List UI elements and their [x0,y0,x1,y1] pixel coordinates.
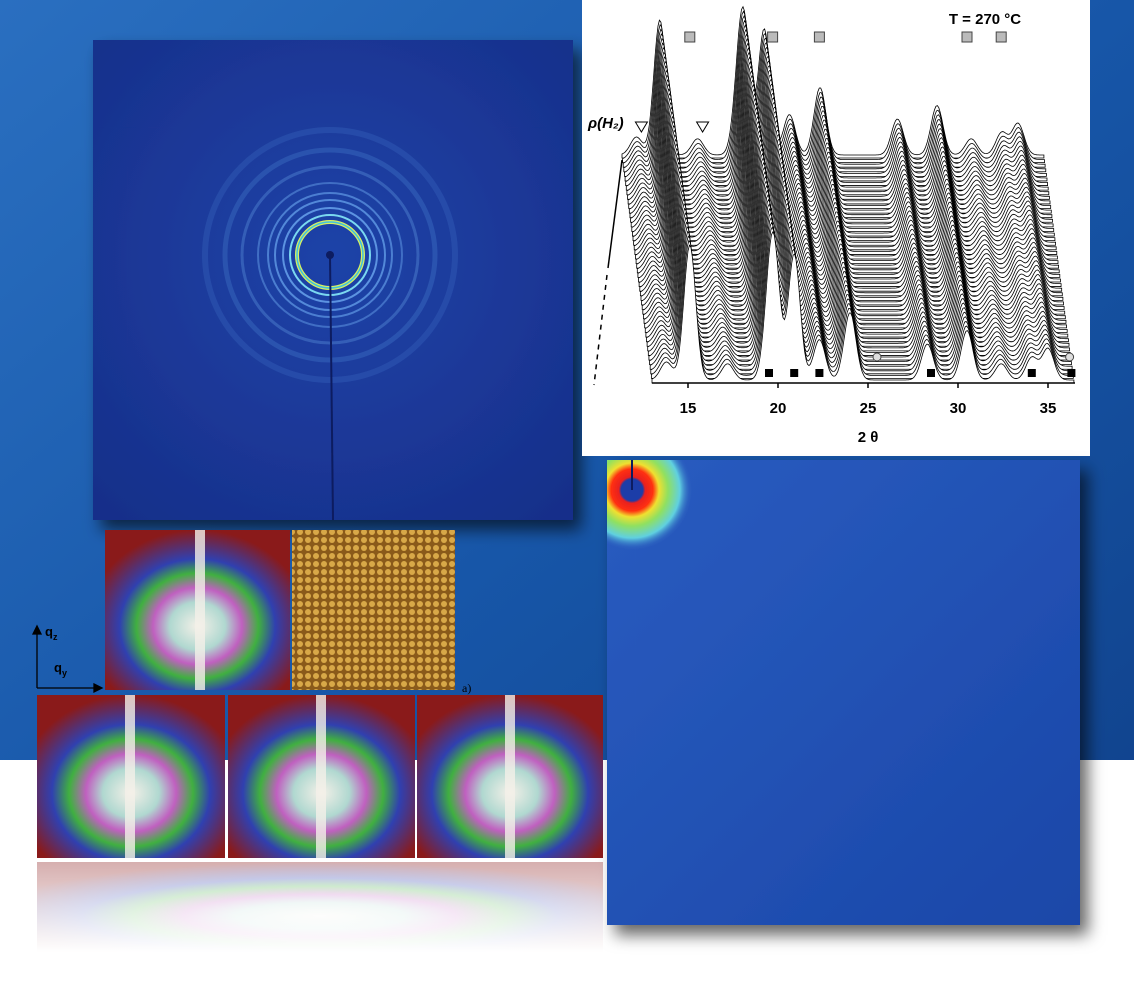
phase-marker-filled-square [927,369,935,377]
waterfall-plot: 15 20 25 30 35 [621,5,1076,417]
phase-marker-filled-square [1027,369,1036,377]
phase-marker-open-square [767,31,779,43]
x-axis-label: 2 θ [858,429,879,446]
x-tick-label: 30 [950,400,967,417]
ring-image [93,40,573,521]
x-tick-label: 35 [1040,400,1057,417]
q-axes [31,624,104,694]
phase-marker-circle [1065,352,1075,362]
plot-title: T = 270 °C [949,11,1021,28]
phase-marker-open-square [995,31,1007,43]
y-axis-label: ρ(H₂) [587,115,624,132]
phase-marker-open-square [961,31,973,43]
phase-marker-triangle [695,121,710,133]
phase-marker-triangle [634,121,649,133]
gisaxs-panels [37,530,603,952]
phase-marker-open-square [813,31,825,43]
phase-marker-filled-square [790,369,799,377]
phase-marker-open-square [684,31,696,43]
pattern-trace [651,230,1075,384]
scattering-image [607,460,1080,925]
phase-marker-filled-square [765,369,773,377]
y-axis-arrow-dashed [593,274,608,386]
panel-label: a) [462,681,471,695]
x-tick-label: 25 [860,400,877,417]
phase-marker-filled-square [815,369,824,377]
x-tick-label: 15 [680,400,697,417]
qz-label: qz [45,624,58,642]
x-tick-label: 20 [770,400,787,417]
y-axis-arrow [607,159,623,269]
qy-label: qy [54,660,67,678]
phase-marker-filled-square [1067,369,1076,377]
phase-marker-circle [872,352,882,362]
